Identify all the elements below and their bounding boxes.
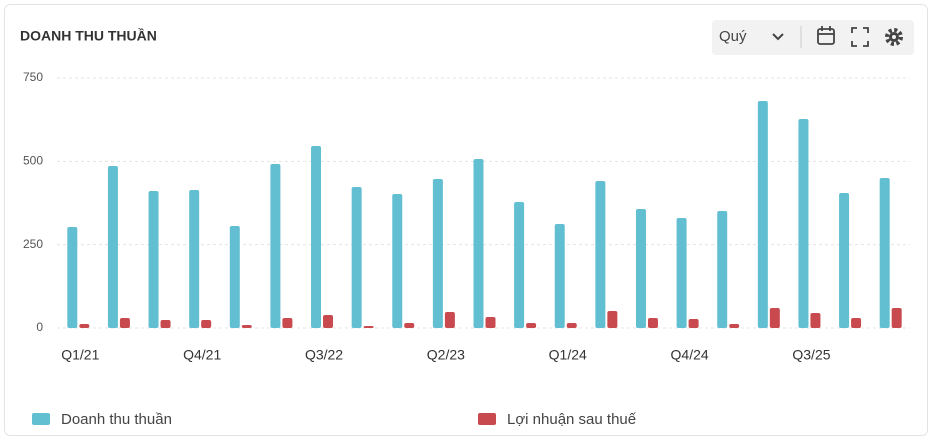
bar <box>798 119 809 328</box>
bar <box>891 308 902 328</box>
bar <box>107 166 118 328</box>
x-tick-label: Q4/21 <box>183 347 221 363</box>
period-select[interactable]: Quý <box>719 28 747 45</box>
bar <box>67 227 78 328</box>
bar <box>270 164 281 328</box>
bar <box>729 324 740 328</box>
card <box>4 4 928 436</box>
bar <box>189 190 200 328</box>
bar <box>607 311 618 328</box>
bar <box>323 315 334 328</box>
settings-icon[interactable] <box>885 28 903 46</box>
bar <box>647 318 658 328</box>
calendar-icon[interactable] <box>817 26 835 45</box>
bar <box>485 317 496 328</box>
bar <box>444 312 455 328</box>
bar <box>148 191 159 328</box>
x-tick-label: Q1/21 <box>61 347 99 363</box>
y-tick-label: 250 <box>23 237 43 251</box>
dropdown-arrow[interactable] <box>772 33 784 41</box>
bar <box>160 320 171 328</box>
bar <box>229 226 240 328</box>
x-tick-label: Q4/24 <box>671 347 709 363</box>
legend-label: Doanh thu thuần <box>61 411 172 428</box>
bar <box>717 211 728 328</box>
bar <box>554 224 565 328</box>
x-tick-label: Q3/22 <box>305 347 343 363</box>
bar <box>688 319 699 328</box>
bar <box>404 323 415 328</box>
bar <box>282 318 293 328</box>
bar <box>526 323 537 328</box>
bar <box>514 202 525 328</box>
bar <box>311 146 322 328</box>
bar <box>432 179 443 328</box>
bar <box>473 159 484 328</box>
bar <box>363 326 374 328</box>
bar <box>757 101 768 328</box>
legend-swatch <box>478 413 496 425</box>
bar <box>392 194 403 328</box>
y-tick-label: 750 <box>23 70 43 84</box>
y-tick-label: 0 <box>36 320 43 334</box>
bar <box>201 320 212 328</box>
y-tick-label: 500 <box>23 154 43 168</box>
bar <box>769 308 780 328</box>
bar <box>79 324 90 328</box>
x-tick-label: Q1/24 <box>549 347 587 363</box>
bar <box>351 187 362 328</box>
x-tick-label: Q3/25 <box>792 347 830 363</box>
bar <box>851 318 862 328</box>
fullscreen-icon[interactable] <box>851 27 869 47</box>
legend-label: Lợi nhuận sau thuế <box>507 411 637 428</box>
legend-swatch <box>32 413 50 425</box>
chart-title: DOANH THU THUẦN <box>20 28 157 44</box>
bar <box>879 178 890 328</box>
bar <box>566 323 577 328</box>
bar <box>119 318 130 328</box>
bar <box>241 325 252 328</box>
x-tick-label: Q2/23 <box>427 347 465 363</box>
bar <box>595 181 606 328</box>
bar <box>635 209 646 328</box>
bar <box>839 193 850 328</box>
bar <box>810 313 821 328</box>
bar <box>676 218 687 328</box>
